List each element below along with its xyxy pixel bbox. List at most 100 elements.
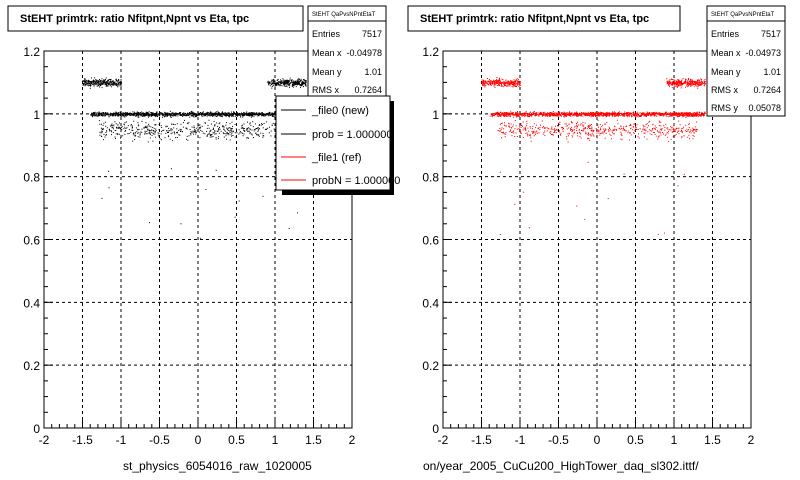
scatter-point <box>210 114 211 116</box>
scatter-point <box>498 79 500 81</box>
scatter-point <box>206 135 208 137</box>
scatter-point <box>148 132 150 134</box>
scatter-point <box>685 115 687 117</box>
scatter-point <box>116 85 118 87</box>
scatter-point <box>538 112 540 114</box>
scatter-point <box>497 111 499 113</box>
scatter-point <box>137 112 139 113</box>
scatter-point <box>494 83 496 85</box>
scatter-point <box>674 84 676 86</box>
scatter-point <box>194 113 196 114</box>
scatter-point <box>201 130 203 132</box>
scatter-point <box>639 115 641 117</box>
scatter-point <box>662 132 663 133</box>
scatter-point <box>214 125 216 127</box>
scatter-point <box>516 116 518 118</box>
scatter-point <box>119 112 121 114</box>
scatter-point <box>228 116 230 118</box>
x-tick-label: -1.5 <box>72 433 93 447</box>
scatter-point <box>228 114 230 116</box>
scatter-point <box>149 114 151 116</box>
scatter-point <box>634 113 636 115</box>
scatter-point <box>646 113 648 114</box>
scatter-point <box>496 113 498 115</box>
scatter-point <box>114 82 116 84</box>
scatter-point <box>168 114 170 116</box>
scatter-point <box>205 189 207 190</box>
scatter-point <box>234 136 236 138</box>
scatter-point <box>598 113 600 115</box>
scatter-point <box>190 113 192 114</box>
scatter-point <box>198 128 200 130</box>
scatter-point <box>194 132 196 134</box>
scatter-point <box>297 212 298 214</box>
scatter-point <box>663 115 665 117</box>
scatter-point <box>141 111 143 113</box>
scatter-point <box>302 84 304 86</box>
scatter-point <box>624 112 626 114</box>
scatter-point <box>515 115 517 117</box>
scatter-point <box>599 111 601 113</box>
scatter-point <box>631 113 633 115</box>
scatter-point <box>99 134 101 136</box>
scatter-point <box>501 113 503 115</box>
scatter-point <box>538 132 540 134</box>
scatter-point <box>592 115 594 117</box>
scatter-point <box>577 114 579 116</box>
scatter-point <box>294 83 296 84</box>
scatter-point <box>277 83 279 85</box>
scatter-point <box>90 114 92 116</box>
scatter-point <box>293 82 295 84</box>
scatter-point <box>560 113 562 115</box>
scatter-point <box>163 129 165 131</box>
scatter-point <box>230 129 232 131</box>
scatter-point <box>260 113 262 115</box>
scatter-point <box>97 85 99 87</box>
scatter-point <box>241 114 243 116</box>
scatter-point <box>87 82 89 84</box>
scatter-point <box>493 114 495 116</box>
scatter-point <box>290 82 292 84</box>
scatter-point <box>108 82 109 84</box>
scatter-point <box>225 112 227 114</box>
scatter-point <box>248 113 250 115</box>
scatter-point <box>682 83 684 85</box>
scatter-point <box>231 121 233 123</box>
scatter-point <box>272 115 274 117</box>
scatter-point <box>110 124 112 126</box>
scatter-point <box>108 84 110 86</box>
x-tick-label: 1 <box>272 433 279 447</box>
scatter-point <box>211 115 213 117</box>
scatter-point <box>668 83 669 85</box>
scatter-point <box>172 114 174 116</box>
scatter-point <box>641 113 643 115</box>
scatter-point <box>280 80 282 82</box>
scatter-point <box>93 113 95 114</box>
scatter-point <box>101 197 103 199</box>
scatter-point <box>583 127 585 129</box>
scatter-point <box>588 139 590 141</box>
scatter-point <box>215 112 217 114</box>
scatter-point <box>183 115 185 117</box>
scatter-point <box>543 113 545 115</box>
scatter-point <box>178 129 180 131</box>
scatter-point <box>684 112 686 114</box>
scatter-point <box>283 81 285 83</box>
scatter-point <box>594 114 596 116</box>
scatter-point <box>516 113 517 115</box>
scatter-point <box>231 114 233 116</box>
scatter-point <box>692 114 694 116</box>
scatter-point <box>548 113 550 115</box>
scatter-point <box>180 114 182 116</box>
scatter-point <box>137 116 139 118</box>
scatter-point <box>234 113 236 115</box>
scatter-point <box>92 82 94 84</box>
scatter-point <box>673 129 675 131</box>
scatter-point <box>213 115 215 117</box>
scatter-point <box>206 114 208 116</box>
scatter-point <box>135 127 137 129</box>
scatter-point <box>634 115 635 117</box>
scatter-point <box>676 112 677 114</box>
scatter-point <box>112 126 114 128</box>
scatter-point <box>666 115 668 117</box>
